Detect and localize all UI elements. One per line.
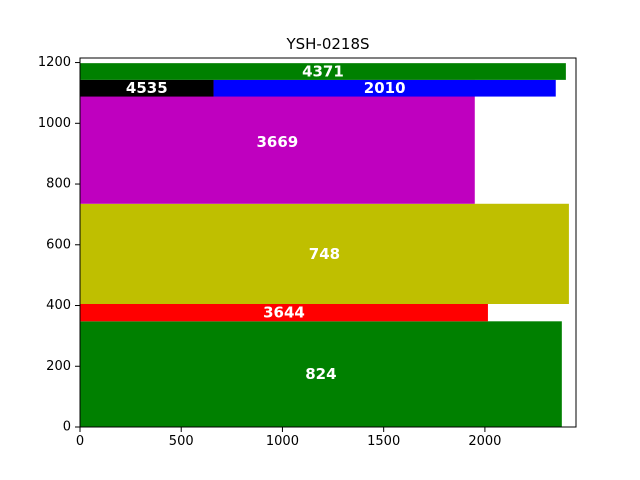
bar-748 bbox=[80, 203, 569, 304]
x-tick-label: 500 bbox=[169, 434, 194, 449]
y-tick-label: 800 bbox=[46, 177, 71, 192]
x-tick-label: 2000 bbox=[468, 434, 501, 449]
bar-label-748: 748 bbox=[309, 245, 340, 263]
y-tick-label: 0 bbox=[63, 420, 71, 435]
bar-label-3669: 3669 bbox=[257, 133, 299, 151]
bar-2010 bbox=[213, 79, 556, 97]
bar-3644 bbox=[80, 304, 488, 322]
x-axis: 0 500 1000 1500 2000 bbox=[76, 427, 501, 449]
chart-title: YSH-0218S bbox=[285, 35, 369, 53]
bar-label-3644: 3644 bbox=[263, 304, 305, 322]
y-tick-label: 400 bbox=[46, 298, 71, 313]
x-tick-label: 1000 bbox=[266, 434, 299, 449]
y-tick-label: 1200 bbox=[38, 55, 71, 70]
x-tick-label: 1500 bbox=[367, 434, 400, 449]
y-tick-label: 200 bbox=[46, 359, 71, 374]
bar-3669 bbox=[80, 79, 475, 204]
y-tick-label: 600 bbox=[46, 237, 71, 252]
axes-frame bbox=[79, 57, 577, 428]
bars-layer bbox=[80, 63, 569, 427]
bar-label-2010: 2010 bbox=[364, 79, 406, 97]
bar-labels-layer: 824 3644 748 3669 4535 2010 4371 bbox=[126, 63, 406, 384]
y-axis: 0 200 400 600 800 1000 1200 bbox=[38, 55, 80, 435]
bar-label-4371: 4371 bbox=[302, 63, 344, 81]
bar-824 bbox=[80, 321, 562, 427]
bar-label-4535: 4535 bbox=[126, 79, 168, 97]
x-tick-label: 0 bbox=[76, 434, 84, 449]
bar-4535 bbox=[80, 79, 214, 97]
bar-4371 bbox=[80, 63, 566, 80]
bar-label-824: 824 bbox=[305, 365, 336, 383]
y-tick-label: 1000 bbox=[38, 116, 71, 131]
